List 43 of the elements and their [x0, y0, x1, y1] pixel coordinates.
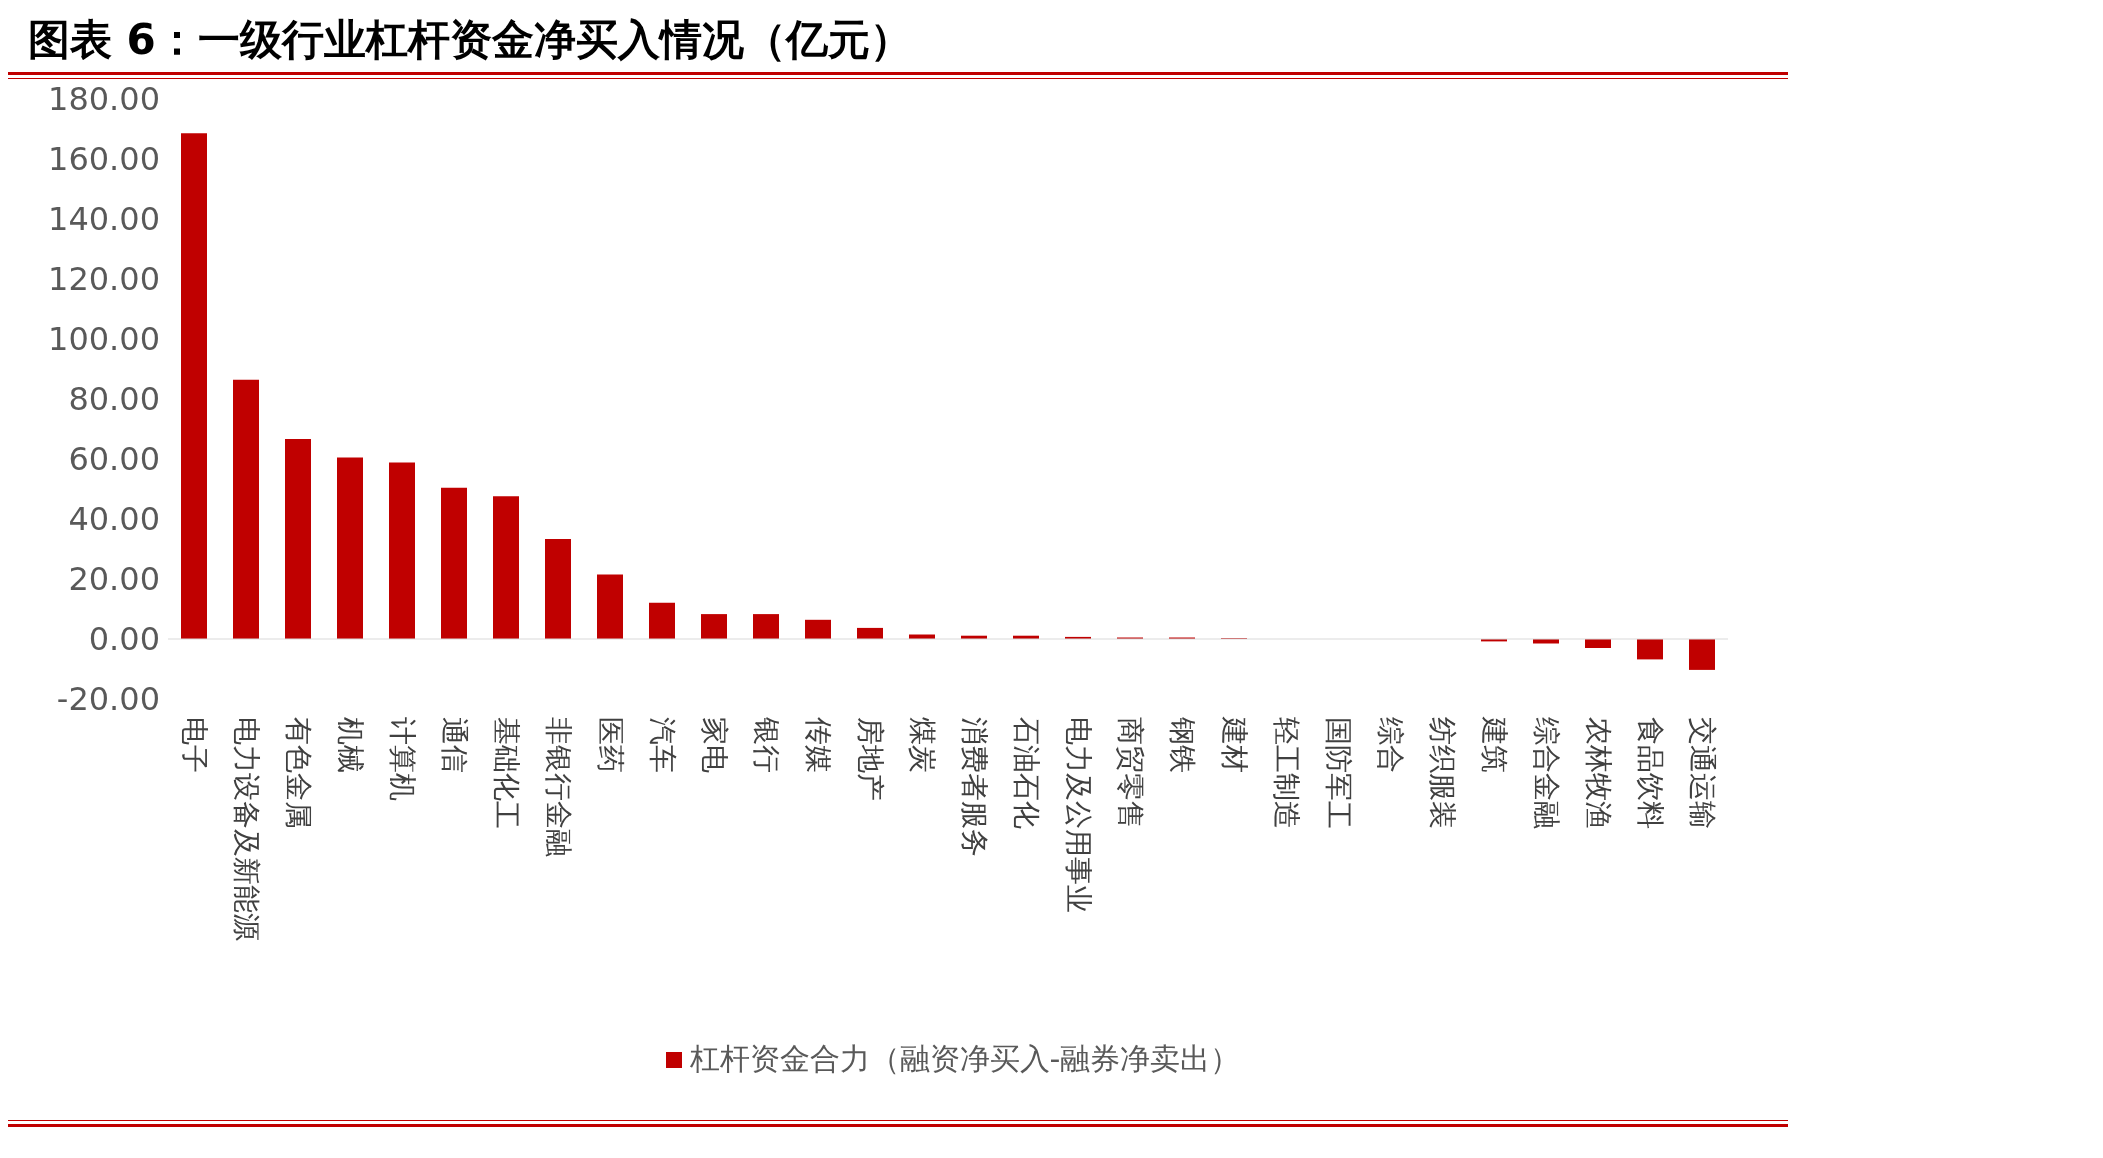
x-tick-label: 医药 [593, 717, 627, 773]
x-tick-label: 机械 [333, 717, 367, 773]
x-tick-label: 交通运输 [1685, 717, 1719, 829]
x-tick-label: 非银行金融 [541, 717, 575, 857]
y-tick-label: 120.00 [48, 260, 160, 299]
y-tick-label: 60.00 [68, 440, 160, 479]
x-tick-label: 消费者服务 [957, 717, 991, 857]
x-tick-label: 通信 [437, 717, 471, 773]
x-tick-label: 汽车 [645, 717, 679, 773]
x-tick-label: 电子 [177, 717, 211, 773]
y-tick-label: 80.00 [68, 380, 160, 419]
x-tick-label: 综合 [1373, 717, 1407, 773]
x-tick-label: 石油石化 [1009, 717, 1043, 829]
x-tick-label: 纺织服装 [1425, 717, 1459, 829]
x-tick-label: 食品饮料 [1633, 717, 1667, 829]
x-tick-label: 传媒 [801, 717, 835, 773]
x-tick-label: 电力及公用事业 [1061, 717, 1095, 913]
y-tick-label: 40.00 [68, 500, 160, 539]
y-tick-label: 0.00 [88, 620, 160, 659]
x-tick-label: 家电 [697, 717, 731, 773]
y-tick-label: 100.00 [48, 320, 160, 359]
x-tick-label: 银行 [749, 716, 783, 773]
x-tick-label: 国防军工 [1321, 717, 1355, 829]
x-tick-label: 农林牧渔 [1581, 717, 1615, 829]
x-tick-label: 轻工制造 [1269, 717, 1303, 829]
y-tick-label: 140.00 [48, 200, 160, 239]
y-tick-label: 180.00 [48, 80, 160, 119]
chart-title: 图表 6：一级行业杠杆资金净买入情况（亿元） [27, 14, 913, 66]
x-tick-label: 钢铁 [1165, 716, 1199, 773]
x-tick-label: 综合金融 [1529, 717, 1563, 829]
x-tick-label: 基础化工 [489, 717, 523, 829]
y-tick-label: 160.00 [48, 140, 160, 179]
y-tick-label: 20.00 [68, 560, 160, 599]
x-tick-label: 房地产 [853, 717, 887, 801]
x-tick-label: 电力设备及新能源 [229, 717, 263, 941]
x-tick-label: 煤炭 [905, 717, 939, 773]
y-tick-label: -20.00 [56, 680, 160, 719]
x-tick-label: 建筑 [1477, 716, 1511, 773]
legend-label: 杠杆资金合力（融资净买入-融券净卖出） [689, 1040, 1241, 1078]
x-tick-label: 商贸零售 [1113, 717, 1147, 829]
x-tick-label: 建材 [1217, 716, 1251, 773]
x-tick-label: 计算机 [385, 717, 419, 801]
x-tick-label: 有色金属 [281, 717, 315, 829]
